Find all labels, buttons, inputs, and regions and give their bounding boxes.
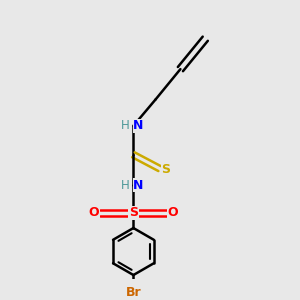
Text: O: O bbox=[89, 206, 100, 219]
Text: S: S bbox=[129, 206, 138, 219]
Text: H: H bbox=[121, 119, 130, 132]
Text: O: O bbox=[167, 206, 178, 219]
Text: S: S bbox=[161, 164, 170, 176]
Text: Br: Br bbox=[126, 286, 141, 299]
Text: N: N bbox=[133, 119, 144, 132]
Text: H: H bbox=[121, 179, 130, 192]
Text: N: N bbox=[133, 179, 144, 192]
